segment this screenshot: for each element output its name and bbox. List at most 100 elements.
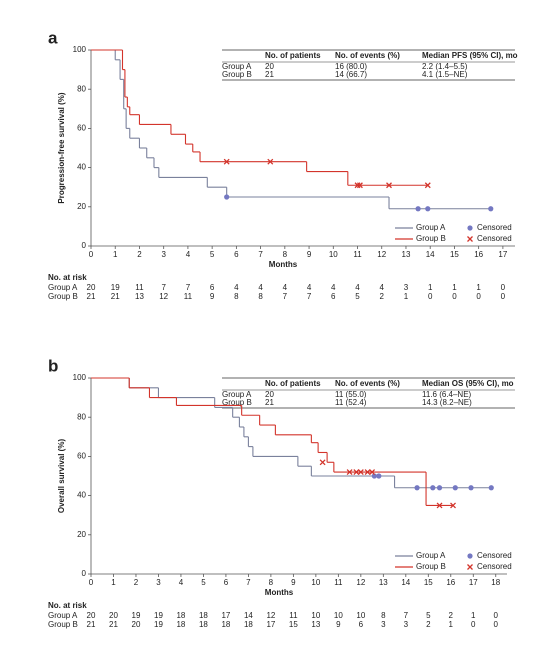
table-header: No. of events (%): [335, 379, 400, 388]
at-risk-group: Group A: [48, 283, 78, 292]
at-risk-value: 0: [471, 620, 476, 629]
table-cell: 4.1 (1.5–NE): [422, 70, 468, 79]
censor-mark: [468, 485, 474, 491]
at-risk-value: 0: [494, 620, 499, 629]
at-risk-group: Group B: [48, 292, 78, 301]
at-risk-value: 1: [404, 292, 409, 301]
y-tick-label: 0: [82, 569, 87, 578]
at-risk-value: 7: [161, 283, 166, 292]
x-tick-label: 13: [402, 250, 411, 259]
censor-mark: [356, 182, 363, 189]
table-cell: 20: [265, 390, 274, 399]
table-cell: 20: [265, 62, 274, 71]
at-risk-value: 6: [210, 283, 215, 292]
table-cell: Group A: [222, 390, 252, 399]
table-header: No. of patients: [265, 51, 321, 60]
at-risk-value: 4: [380, 283, 385, 292]
at-risk-value: 19: [111, 283, 120, 292]
at-risk-value: 8: [234, 292, 239, 301]
at-risk-value: 9: [210, 292, 215, 301]
y-tick-label: 100: [73, 45, 87, 54]
at-risk-value: 0: [494, 611, 499, 620]
censor-mark: [450, 502, 456, 509]
censor-mark: [357, 469, 364, 476]
x-tick-label: 6: [234, 250, 239, 259]
at-risk-value: 7: [404, 611, 409, 620]
at-risk-value: 4: [283, 283, 288, 292]
at-risk-value: 17: [221, 611, 230, 620]
legend-censor: [467, 236, 473, 242]
x-tick-label: 1: [113, 250, 118, 259]
y-tick-label: 80: [77, 84, 86, 93]
at-risk-value: 1: [428, 283, 433, 292]
x-tick-label: 7: [258, 250, 263, 259]
table-header: Median OS (95% CI), mo: [422, 379, 514, 388]
at-risk-value: 1: [452, 283, 457, 292]
censor-mark: [224, 194, 230, 200]
at-risk-value: 21: [111, 292, 120, 301]
at-risk-value: 9: [336, 620, 341, 629]
y-tick-label: 60: [77, 452, 86, 461]
at-risk-value: 11: [184, 292, 193, 301]
table-cell: Group A: [222, 62, 252, 71]
x-tick-label: 3: [156, 578, 161, 587]
x-tick-label: 13: [379, 578, 388, 587]
censor-mark: [223, 158, 230, 165]
x-tick-label: 4: [186, 250, 191, 259]
x-tick-label: 8: [269, 578, 274, 587]
at-risk-value: 0: [452, 292, 457, 301]
table-cell: 2.2 (1.4–5.5): [422, 62, 468, 71]
panel-label: b: [48, 356, 58, 375]
x-tick-label: 17: [498, 250, 507, 259]
y-tick-label: 60: [77, 124, 86, 133]
table-cell: Group B: [222, 398, 252, 407]
at-risk-title: No. at risk: [48, 273, 87, 282]
censor-mark: [430, 485, 436, 491]
table-header: No. of events (%): [335, 51, 400, 60]
at-risk-value: 18: [176, 611, 185, 620]
censor-mark: [386, 182, 392, 189]
censor-mark: [346, 469, 353, 476]
legend-censor: [467, 225, 473, 231]
table-cell: 11 (55.0): [335, 390, 367, 399]
at-risk-value: 11: [135, 283, 144, 292]
at-risk-value: 8: [381, 611, 386, 620]
table-cell: 21: [265, 398, 274, 407]
at-risk-value: 8: [258, 292, 263, 301]
at-risk-value: 4: [234, 283, 239, 292]
at-risk-value: 18: [221, 620, 230, 629]
x-axis-label: Months: [269, 260, 298, 269]
x-tick-label: 8: [283, 250, 288, 259]
censor-mark: [436, 502, 443, 509]
at-risk-value: 1: [476, 283, 481, 292]
x-tick-label: 5: [201, 578, 206, 587]
table-cell: 16 (80.0): [335, 62, 367, 71]
table-cell: 14 (66.7): [335, 70, 367, 79]
censor-mark: [364, 469, 371, 476]
at-risk-value: 7: [283, 292, 288, 301]
at-risk-value: 21: [87, 292, 96, 301]
at-risk-value: 5: [355, 292, 360, 301]
at-risk-value: 21: [109, 620, 118, 629]
at-risk-value: 4: [258, 283, 263, 292]
x-axis-label: Months: [265, 588, 294, 597]
at-risk-value: 0: [501, 283, 506, 292]
at-risk-group: Group A: [48, 611, 78, 620]
at-risk-value: 15: [289, 620, 298, 629]
at-risk-value: 3: [404, 620, 409, 629]
at-risk-value: 18: [199, 611, 208, 620]
at-risk-value: 13: [135, 292, 144, 301]
x-tick-label: 5: [210, 250, 215, 259]
legend-label: Group B: [416, 562, 446, 571]
at-risk-value: 10: [356, 611, 365, 620]
x-tick-label: 10: [311, 578, 320, 587]
censor-mark: [414, 485, 420, 491]
table-cell: 21: [265, 70, 274, 79]
x-tick-label: 9: [291, 578, 296, 587]
x-tick-label: 12: [377, 250, 386, 259]
censor-mark: [415, 206, 421, 212]
x-tick-label: 10: [329, 250, 338, 259]
at-risk-value: 1: [471, 611, 476, 620]
x-tick-label: 11: [353, 250, 362, 259]
panel-label: a: [48, 28, 58, 47]
